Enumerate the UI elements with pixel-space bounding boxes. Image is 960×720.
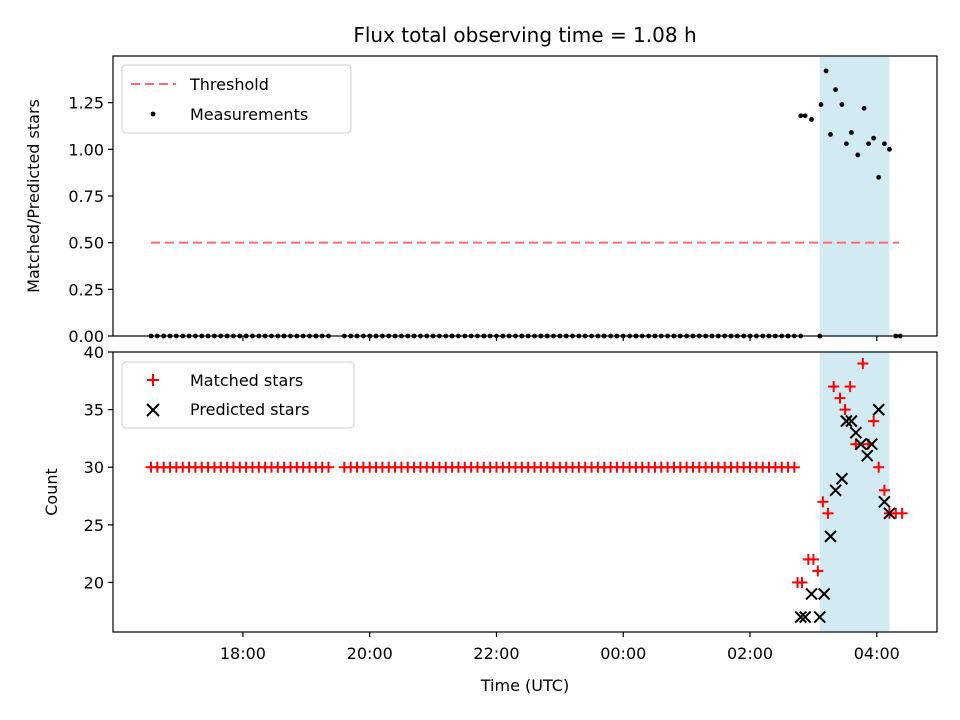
bottom-y-tick-label: 30 (84, 458, 104, 477)
bottom-x-tick-label: 00:00 (600, 644, 646, 663)
measurement-point (876, 174, 882, 180)
matched-star-point (323, 461, 335, 473)
bottom-x-tick-label: 20:00 (347, 644, 393, 663)
top-y-tick-label: 0.00 (68, 327, 104, 346)
top-y-tick-label: 0.50 (68, 234, 104, 253)
matched-star-point (857, 358, 869, 370)
measurement-point (833, 87, 838, 92)
matched-star-point (828, 381, 840, 393)
matched-star-point (817, 496, 829, 508)
bottom-x-tick-label: 22:00 (473, 644, 519, 663)
measurement-point (861, 105, 867, 111)
matched-star-point (807, 553, 819, 565)
measurement-point (887, 146, 892, 152)
chart-title: Flux total observing time = 1.08 h (353, 23, 696, 47)
matched-star-point (839, 404, 851, 416)
predicted-star-point (883, 507, 896, 520)
predicted-star-point (805, 587, 818, 601)
measurement-point (866, 141, 871, 147)
predicted-stars-points (794, 403, 896, 624)
top-axes: 0.00 0.25 0.50 0.75 1.00 1.25 Matched/Predict… (24, 55, 938, 346)
measurement-point (871, 135, 877, 141)
predicted-star-point (878, 495, 891, 509)
predicted-star-point (872, 403, 885, 416)
measurement-point (855, 152, 861, 158)
predicted-star-point (835, 472, 849, 485)
predicted-star-point (824, 530, 837, 543)
top-y-axis-label: Matched/Predicted stars (24, 99, 43, 293)
measurement-point (849, 130, 854, 135)
matched-star-point (796, 576, 808, 588)
bottom-axes: 20 25 30 35 40 18:00 20:00 22:00 00:00 02:00 04:0… (42, 343, 938, 695)
measurement-point (823, 68, 829, 74)
top-y-tick-label: 0.75 (68, 187, 104, 206)
shaded-interval-bottom (819, 352, 890, 632)
top-legend: Threshold Measurements (121, 64, 352, 134)
predicted-star-point (854, 437, 868, 451)
shaded-interval-top (819, 56, 890, 336)
measurement-point (828, 132, 833, 137)
legend-predicted-swatch (146, 403, 160, 417)
legend-matched-swatch (147, 374, 159, 386)
predicted-star-point (813, 610, 826, 624)
legend-measurements-swatch (150, 111, 156, 117)
measurement-point (839, 102, 845, 107)
bottom-axes-frame (112, 351, 938, 633)
measurement-point (809, 117, 814, 122)
predicted-star-point (840, 414, 853, 428)
bottom-x-tick-label: 04:00 (854, 644, 900, 663)
matched-star-point (788, 461, 800, 473)
predicted-star-point (817, 587, 831, 601)
matched-star-point (812, 565, 824, 577)
predicted-star-point (845, 414, 858, 428)
top-y-tick-label: 0.25 (68, 280, 104, 299)
legend-predicted-label: Predicted stars (190, 400, 310, 419)
matched-star-point (878, 484, 890, 496)
measurement-point (802, 113, 808, 119)
legend-threshold-label: Threshold (189, 75, 269, 94)
measurement-point (843, 141, 849, 147)
matched-star-point (834, 392, 846, 404)
bottom-x-tick-label: 18:00 (220, 644, 266, 663)
predicted-star-point (865, 437, 878, 451)
predicted-star-point (829, 484, 842, 497)
legend-measurements-label: Measurements (190, 105, 308, 124)
top-y-tick-label: 1.25 (68, 94, 104, 113)
predicted-star-point (794, 610, 807, 624)
predicted-star-point (861, 449, 874, 462)
x-axis-label: Time (UTC) (480, 676, 569, 695)
measurement-point (881, 141, 887, 147)
bottom-legend: Matched stars Predicted stars (121, 361, 355, 429)
matched-star-point (844, 381, 856, 393)
matched-star-point (873, 461, 885, 473)
predicted-star-point (798, 610, 812, 624)
bottom-y-tick-label: 25 (84, 516, 104, 535)
bottom-y-axis-label: Count (42, 468, 61, 516)
legend-matched-label: Matched stars (190, 371, 303, 390)
measurement-point (818, 102, 824, 107)
bottom-y-tick-label: 20 (84, 573, 104, 592)
bottom-y-tick-label: 40 (84, 343, 104, 362)
matched-star-point (822, 507, 834, 519)
measurement-point (798, 113, 804, 119)
bottom-y-tick-label: 35 (84, 401, 104, 420)
matched-star-point (896, 507, 908, 519)
bottom-x-tick-label: 02:00 (727, 644, 773, 663)
predicted-star-point (849, 426, 863, 439)
top-y-tick-label: 1.00 (68, 140, 104, 159)
matched-star-point (868, 415, 880, 427)
